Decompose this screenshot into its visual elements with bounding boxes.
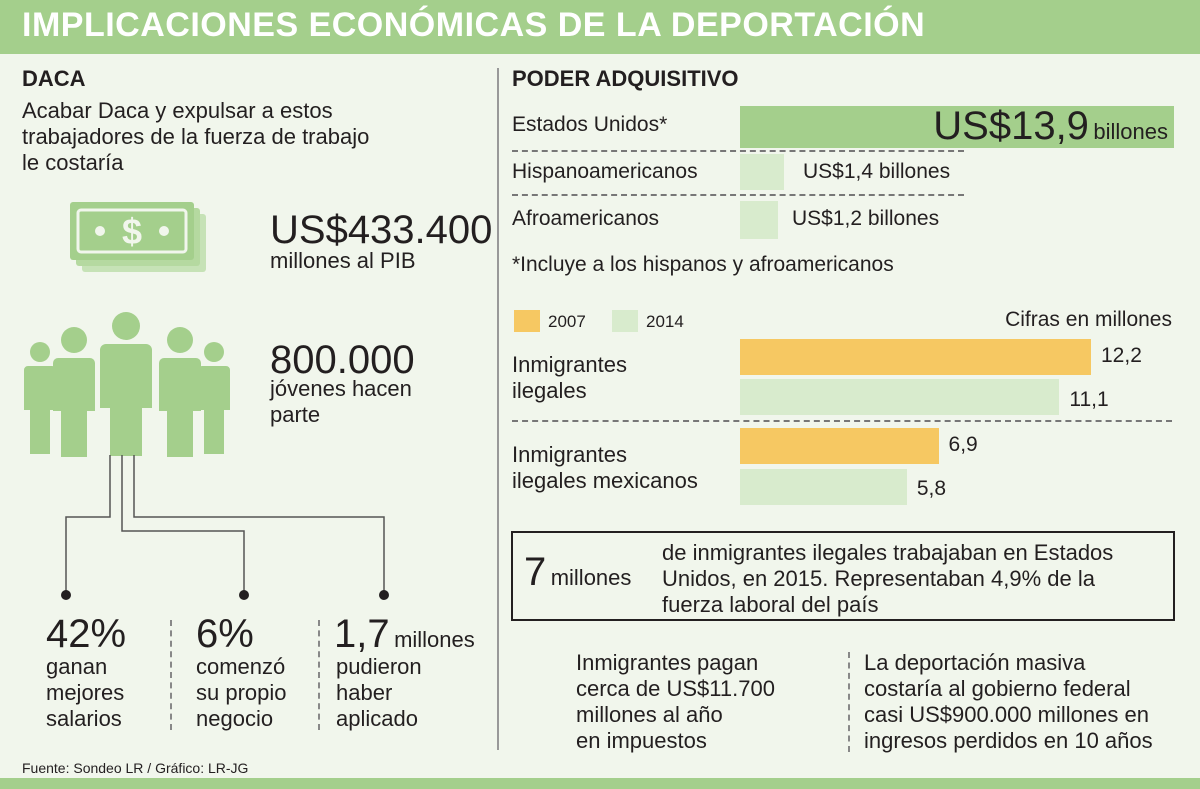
gdp-value: US$433.400: [270, 208, 493, 252]
stat-label-line: ganan: [46, 654, 108, 679]
deportation-text: La deportación masiva costaría al gobier…: [864, 650, 1153, 754]
taxes-text-line: Inmigrantes pagan: [576, 650, 759, 675]
stat-value: 1,7: [334, 612, 390, 656]
stat-label: ganan mejores salarios: [46, 654, 124, 732]
chart-category-label: Hispanoamericanos: [512, 160, 698, 183]
taxes-text-line: cerca de US$11.700: [576, 676, 775, 701]
stat-label-line: salarios: [46, 706, 122, 731]
daca-intro-line: trabajadores de la fuerza de trabajo: [22, 124, 370, 149]
row-divider: [512, 420, 1172, 422]
chart-bar: [740, 201, 778, 239]
legend-label: 2007: [548, 312, 586, 331]
chart-value-number: US$13,9: [933, 104, 1089, 148]
workers-unit: millones: [550, 565, 632, 590]
stat-label-line: su propio: [196, 680, 287, 705]
chart-value-label: US$1,2 billones: [792, 207, 940, 230]
gdp-label: millones al PIB: [270, 248, 416, 273]
stat-label-line: haber: [336, 680, 393, 705]
poder-title: PODER ADQUISITIVO: [512, 66, 739, 91]
chart-bar-2014: [740, 379, 1060, 415]
legend-swatch-2007: [514, 310, 540, 332]
chart-category-label: Inmigrantes ilegales mexicanos: [512, 442, 698, 494]
youth-label-line: parte: [270, 402, 321, 427]
stat-label: comenzó su propio negocio: [196, 654, 287, 732]
stat-label-line: aplicado: [336, 706, 418, 731]
daca-intro-line: Acabar Daca y expulsar a estos: [22, 98, 333, 123]
footer-bar: [0, 778, 1200, 789]
page-title: IMPLICACIONES ECONÓMICAS DE LA DEPORTACI…: [22, 6, 926, 44]
workers-text: de inmigrantes ilegales trabajaban en Es…: [662, 540, 1113, 618]
taxes-text-line: millones al año: [576, 702, 723, 727]
chart-note: *Incluye a los hispanos y afroamericanos: [512, 253, 894, 276]
taxes-text-line: en impuestos: [576, 728, 707, 753]
chart-category-label: Afroamericanos: [512, 207, 660, 230]
chart-bar-2014: [740, 469, 907, 505]
chart-category-label: Inmigrantes ilegales: [512, 352, 627, 404]
stat-unit: millones: [394, 627, 475, 652]
stat-value-group: 1,7 millones: [334, 612, 475, 656]
chart-category-line: ilegales mexicanos: [512, 468, 698, 493]
chart-value-label: 6,9: [948, 433, 978, 456]
youth-label: jóvenes hacen parte: [270, 376, 412, 428]
chart-category-line: ilegales: [512, 378, 587, 403]
chart-value-unit: billones: [1093, 119, 1168, 144]
money-bills-icon: $: [70, 202, 206, 272]
daca-title: DACA: [22, 66, 86, 91]
workers-text-line: de inmigrantes ilegales trabajaban en Es…: [662, 540, 1114, 565]
workers-value: 7: [524, 550, 547, 594]
chart-value-label: US$13,9 billones: [740, 104, 1172, 148]
chart-bar-2007: [740, 428, 939, 464]
deportation-text-line: casi US$900.000 millones en: [864, 702, 1149, 727]
people-group-icon: [24, 312, 230, 457]
bottom-divider: [848, 652, 850, 752]
taxes-text: Inmigrantes pagan cerca de US$11.700 mil…: [576, 650, 775, 754]
youth-label-line: jóvenes hacen: [270, 376, 412, 401]
header-bar: [0, 0, 1200, 54]
chart-value-label: 11,1: [1069, 388, 1109, 411]
column-divider: [497, 68, 499, 750]
daca-intro-line: le costaría: [22, 150, 124, 175]
deportation-text-line: La deportación masiva: [864, 650, 1086, 675]
svg-text:$: $: [122, 211, 142, 252]
stat-label-line: negocio: [196, 706, 274, 731]
chart-category-label: Estados Unidos*: [512, 113, 668, 136]
deportation-text-line: costaría al gobierno federal: [864, 676, 1131, 701]
legend-label: 2014: [646, 312, 684, 331]
connector-lines: [61, 455, 389, 600]
chart-value-label: 12,2: [1101, 344, 1142, 367]
chart-value-label: US$1,4 billones: [803, 160, 951, 183]
stat-divider: [170, 620, 172, 730]
chart-bar: [740, 106, 1174, 148]
workers-value-group: 7 millones: [524, 550, 631, 594]
stat-label: pudieron haber aplicado: [336, 654, 422, 732]
chart-subtitle: Cifras en millones: [1005, 308, 1172, 331]
row-divider: [512, 150, 964, 152]
stat-label-line: pudieron: [336, 654, 422, 679]
chart-category-line: Inmigrantes: [512, 352, 627, 377]
daca-intro: Acabar Daca y expulsar a estos trabajado…: [22, 98, 369, 176]
legend-swatch-2014: [612, 310, 638, 332]
chart-value-label: 5,8: [916, 477, 947, 500]
stat-value: 42%: [46, 612, 127, 656]
workers-callout-box: [511, 531, 1175, 621]
source-credit: Fuente: Sondeo LR / Gráfico: LR-JG: [22, 760, 249, 776]
stat-divider: [318, 620, 320, 730]
chart-bar-2007: [740, 339, 1091, 375]
stat-label-line: mejores: [46, 680, 125, 705]
workers-text-line: fuerza laboral del país: [662, 592, 879, 617]
deportation-text-line: ingresos perdidos en 10 años: [864, 728, 1153, 753]
row-divider: [512, 194, 964, 196]
youth-value: 800.000: [270, 338, 415, 382]
stat-value: 6%: [196, 612, 254, 656]
workers-text-line: Unidos, en 2015. Representaban 4,9% de l…: [662, 566, 1095, 591]
stat-label-line: comenzó: [196, 654, 286, 679]
chart-category-line: Inmigrantes: [512, 442, 627, 467]
chart-bar: [740, 154, 784, 190]
